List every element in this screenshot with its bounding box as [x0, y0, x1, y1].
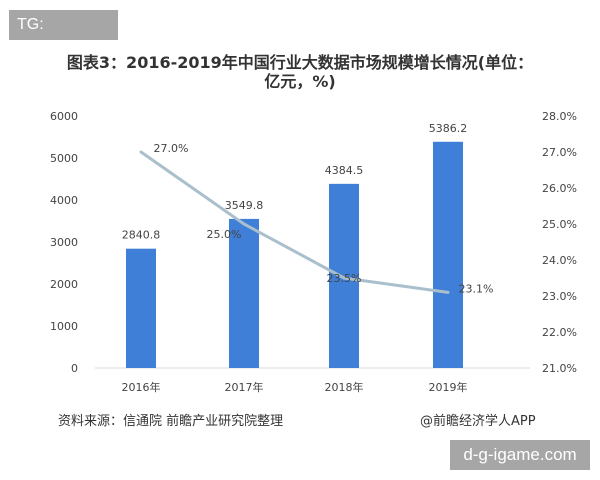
growth-line [140, 150, 449, 294]
right-tick-label: 28.0% [542, 110, 577, 123]
bar [329, 183, 359, 368]
bar-label: 3549.8 [225, 199, 264, 212]
left-tick-label: 3000 [50, 236, 78, 249]
bar-label: 5386.2 [429, 122, 468, 135]
chart-title: 图表3：2016-2019年中国行业大数据市场规模增长情况(单位：亿元，%) [66, 53, 534, 91]
line-point [139, 150, 143, 154]
right-tick-label: 21.0% [542, 362, 577, 375]
watermark-top: TG: MYYJJPP [9, 10, 118, 63]
x-tick-label: 2018年 [325, 380, 364, 394]
left-tick-label: 0 [71, 362, 78, 375]
right-tick-label: 23.0% [542, 290, 577, 303]
credit: @前瞻经济学人APP [420, 414, 536, 429]
right-tick-label: 24.0% [542, 254, 577, 267]
source-note: 资料来源：信通院 前瞻产业研究院整理 [58, 414, 284, 429]
line-label: 23.5% [327, 272, 362, 285]
right-tick-label: 25.0% [542, 218, 577, 231]
left-tick-label: 1000 [50, 320, 78, 333]
x-tick-label: 2019年 [429, 380, 468, 394]
x-tick-label: 2017年 [225, 380, 264, 394]
line-label: 23.1% [459, 282, 494, 295]
watermark-bottom: d-g-igame.com [450, 440, 590, 470]
right-tick-label: 22.0% [542, 326, 577, 339]
right-tick-label: 27.0% [542, 146, 577, 159]
x-tick-label: 2016年 [122, 380, 161, 394]
bar [229, 218, 259, 368]
bar [126, 248, 156, 368]
bar-label: 4384.5 [325, 164, 364, 177]
bar [433, 141, 463, 368]
left-tick-label: 5000 [50, 152, 78, 165]
right-tick-label: 26.0% [542, 182, 577, 195]
line-label: 27.0% [154, 142, 189, 155]
line-point [242, 222, 246, 226]
left-tick-label: 6000 [50, 110, 78, 123]
left-tick-label: 2000 [50, 278, 78, 291]
line-label: 25.0% [207, 228, 242, 241]
bar-label: 2840.8 [122, 229, 161, 242]
line-point [342, 276, 346, 280]
line-point [446, 290, 450, 294]
left-tick-label: 4000 [50, 194, 78, 207]
